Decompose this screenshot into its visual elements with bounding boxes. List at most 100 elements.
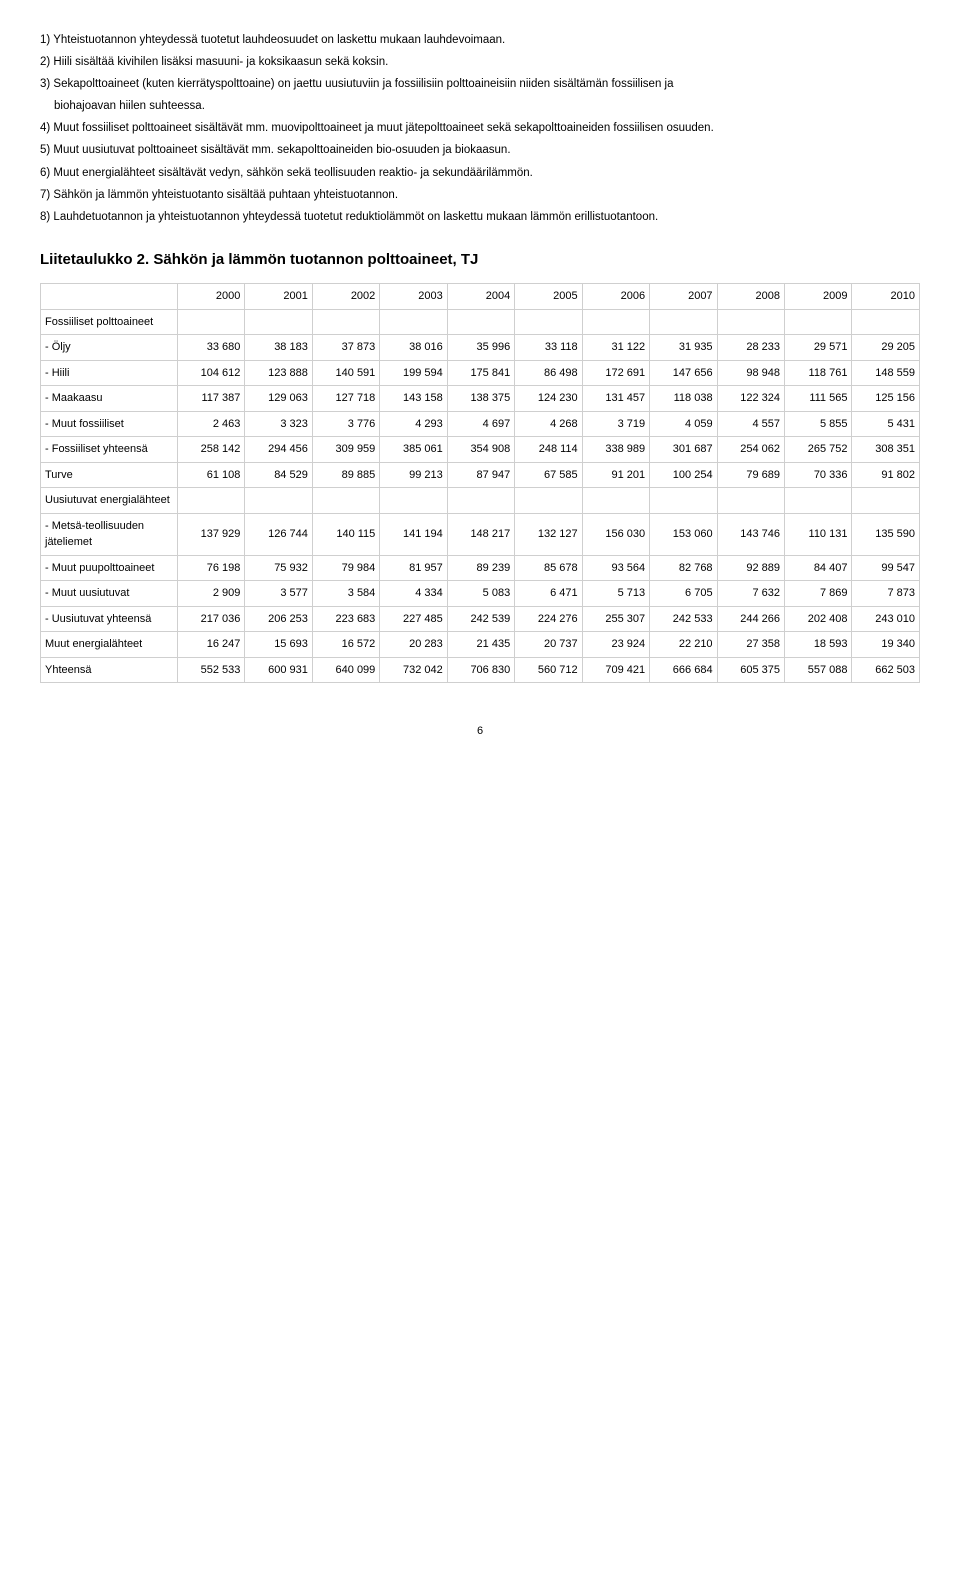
- row-label: Turve: [41, 462, 178, 488]
- table-row: Fossiiliset polttoaineet: [41, 309, 920, 335]
- cell-value: [245, 309, 312, 335]
- cell-value: 99 547: [852, 555, 920, 581]
- header-blank: [41, 284, 178, 310]
- header-year: 2010: [852, 284, 920, 310]
- cell-value: 143 746: [717, 513, 784, 555]
- cell-value: 20 283: [380, 632, 447, 658]
- cell-value: 18 593: [785, 632, 852, 658]
- cell-value: 29 571: [785, 335, 852, 361]
- cell-value: [852, 488, 920, 514]
- cell-value: 4 557: [717, 411, 784, 437]
- cell-value: 118 761: [785, 360, 852, 386]
- cell-value: 122 324: [717, 386, 784, 412]
- cell-value: [177, 488, 244, 514]
- cell-value: 92 889: [717, 555, 784, 581]
- cell-value: 6 705: [650, 581, 717, 607]
- note-3a: 3) Sekapolttoaineet (kuten kierrätyspolt…: [40, 76, 920, 92]
- cell-value: 89 885: [312, 462, 379, 488]
- cell-value: 6 471: [515, 581, 582, 607]
- cell-value: 301 687: [650, 437, 717, 463]
- table-row: - Muut puupolttoaineet76 19875 93279 984…: [41, 555, 920, 581]
- cell-value: 111 565: [785, 386, 852, 412]
- table-title: Liitetaulukko 2. Sähkön ja lämmön tuotan…: [40, 249, 920, 272]
- cell-value: 91 201: [582, 462, 649, 488]
- header-year: 2008: [717, 284, 784, 310]
- cell-value: 86 498: [515, 360, 582, 386]
- cell-value: 248 114: [515, 437, 582, 463]
- cell-value: 143 158: [380, 386, 447, 412]
- cell-value: 79 689: [717, 462, 784, 488]
- cell-value: 175 841: [447, 360, 514, 386]
- cell-value: 254 062: [717, 437, 784, 463]
- cell-value: 19 340: [852, 632, 920, 658]
- row-label: - Hiili: [41, 360, 178, 386]
- header-year: 2002: [312, 284, 379, 310]
- cell-value: 85 678: [515, 555, 582, 581]
- row-label: - Metsä-teollisuuden jäteliemet: [41, 513, 178, 555]
- cell-value: 33 118: [515, 335, 582, 361]
- cell-value: 75 932: [245, 555, 312, 581]
- cell-value: 61 108: [177, 462, 244, 488]
- cell-value: 37 873: [312, 335, 379, 361]
- table-row: - Muut fossiiliset2 4633 3233 7764 2934 …: [41, 411, 920, 437]
- cell-value: 131 457: [582, 386, 649, 412]
- cell-value: 258 142: [177, 437, 244, 463]
- cell-value: 148 559: [852, 360, 920, 386]
- header-year: 2009: [785, 284, 852, 310]
- cell-value: 141 194: [380, 513, 447, 555]
- cell-value: 135 590: [852, 513, 920, 555]
- cell-value: 138 375: [447, 386, 514, 412]
- cell-value: 100 254: [650, 462, 717, 488]
- table-header-row: 2000 2001 2002 2003 2004 2005 2006 2007 …: [41, 284, 920, 310]
- cell-value: 91 802: [852, 462, 920, 488]
- cell-value: 223 683: [312, 606, 379, 632]
- cell-value: [447, 309, 514, 335]
- cell-value: 28 233: [717, 335, 784, 361]
- cell-value: 21 435: [447, 632, 514, 658]
- header-year: 2006: [582, 284, 649, 310]
- cell-value: 309 959: [312, 437, 379, 463]
- cell-value: 117 387: [177, 386, 244, 412]
- row-label: - Muut fossiiliset: [41, 411, 178, 437]
- cell-value: 93 564: [582, 555, 649, 581]
- cell-value: 148 217: [447, 513, 514, 555]
- note-6: 6) Muut energialähteet sisältävät vedyn,…: [40, 165, 920, 181]
- cell-value: 227 485: [380, 606, 447, 632]
- row-label: - Öljy: [41, 335, 178, 361]
- cell-value: 125 156: [852, 386, 920, 412]
- cell-value: 294 456: [245, 437, 312, 463]
- cell-value: 87 947: [447, 462, 514, 488]
- cell-value: [177, 309, 244, 335]
- cell-value: 124 230: [515, 386, 582, 412]
- cell-value: 81 957: [380, 555, 447, 581]
- cell-value: [515, 488, 582, 514]
- header-year: 2004: [447, 284, 514, 310]
- cell-value: 4 334: [380, 581, 447, 607]
- cell-value: 7 869: [785, 581, 852, 607]
- header-year: 2005: [515, 284, 582, 310]
- cell-value: 3 719: [582, 411, 649, 437]
- cell-value: 147 656: [650, 360, 717, 386]
- note-3b: biohajoavan hiilen suhteessa.: [40, 98, 920, 114]
- page-number: 6: [40, 723, 920, 740]
- cell-value: [380, 488, 447, 514]
- row-label: Uusiutuvat energialähteet: [41, 488, 178, 514]
- table-row: - Metsä-teollisuuden jäteliemet137 92912…: [41, 513, 920, 555]
- cell-value: 5 431: [852, 411, 920, 437]
- cell-value: [650, 309, 717, 335]
- cell-value: 265 752: [785, 437, 852, 463]
- cell-value: 4 268: [515, 411, 582, 437]
- cell-value: 33 680: [177, 335, 244, 361]
- cell-value: 126 744: [245, 513, 312, 555]
- cell-value: 76 198: [177, 555, 244, 581]
- note-2: 2) Hiili sisältää kivihilen lisäksi masu…: [40, 54, 920, 70]
- cell-value: [312, 488, 379, 514]
- cell-value: [785, 309, 852, 335]
- cell-value: 29 205: [852, 335, 920, 361]
- cell-value: 15 693: [245, 632, 312, 658]
- cell-value: 308 351: [852, 437, 920, 463]
- cell-value: 3 323: [245, 411, 312, 437]
- footnotes: 1) Yhteistuotannon yhteydessä tuotetut l…: [40, 32, 920, 225]
- cell-value: 84 407: [785, 555, 852, 581]
- row-label: - Fossiiliset yhteensä: [41, 437, 178, 463]
